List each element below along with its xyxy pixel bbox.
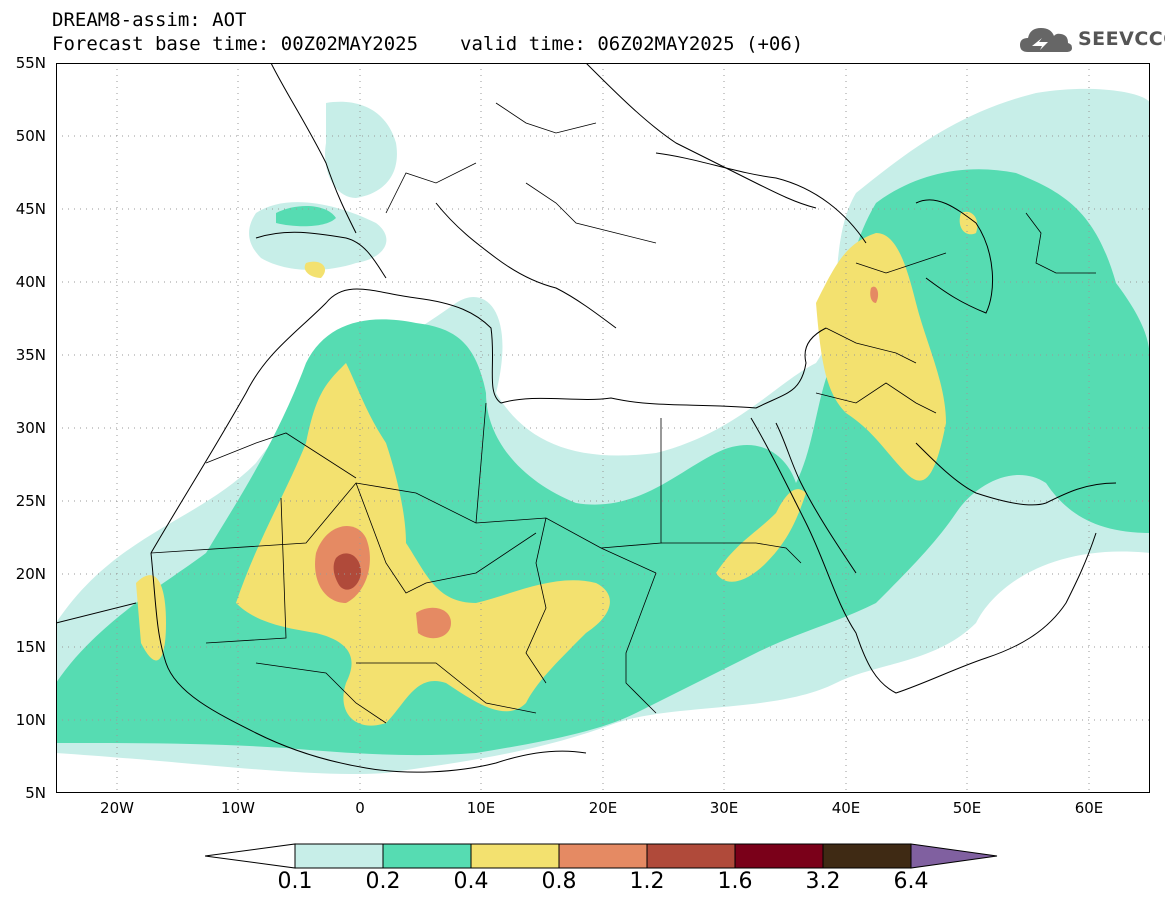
map-title: DREAM8-assim: AOT <box>52 9 247 31</box>
lon-label: 20E <box>588 799 618 817</box>
lat-label: 50N <box>15 127 46 145</box>
map-frame <box>56 63 1150 793</box>
lon-label: 30E <box>709 799 739 817</box>
colorbar-swatch <box>558 843 648 869</box>
seevccc-logo: SEEVCCC <box>1018 22 1165 56</box>
lon-label: 20W <box>100 799 134 817</box>
lat-label: 55N <box>15 54 46 72</box>
aot-map <box>56 63 1150 793</box>
lat-label: 35N <box>15 346 46 364</box>
coastlines <box>56 63 1117 773</box>
colorbar-label: 1.2 <box>629 869 665 894</box>
colorbar-label: 0.2 <box>365 869 401 894</box>
colorbar <box>205 843 998 869</box>
time-info: Forecast base time: 00Z02MAY2025 valid ti… <box>52 33 803 55</box>
lat-label: 20N <box>15 565 46 583</box>
colorbar-label: 0.8 <box>541 869 577 894</box>
logo-text: SEEVCCC <box>1078 28 1165 50</box>
aot-level-1.2 <box>333 553 361 590</box>
aot-level-0.4 <box>136 211 978 726</box>
aot-contours <box>56 88 1150 774</box>
graticule <box>56 63 1150 793</box>
cloud-icon <box>1020 28 1072 52</box>
colorbar-label: 0.1 <box>277 869 313 894</box>
lat-label: 15N <box>15 638 46 656</box>
colorbar-label: 1.6 <box>717 869 753 894</box>
colorbar-under-arrow <box>205 843 296 869</box>
base-time: Forecast base time: 00Z02MAY2025 <box>52 33 419 55</box>
colorbar-swatch <box>734 843 824 869</box>
lon-label: 60E <box>1074 799 1104 817</box>
lat-label: 10N <box>15 711 46 729</box>
valid-time: valid time: 06Z02MAY2025 (+06) <box>460 33 804 55</box>
borders <box>150 102 1096 724</box>
lon-label: 40E <box>831 799 861 817</box>
lon-label: 10W <box>221 799 255 817</box>
colorbar-label: 6.4 <box>893 869 929 894</box>
colorbar-swatch <box>646 843 736 869</box>
lon-label: 50E <box>952 799 982 817</box>
lon-label: 0 <box>355 799 365 817</box>
colorbar-swatch <box>822 843 912 869</box>
lat-label: 5N <box>25 784 46 802</box>
colorbar-label: 0.4 <box>453 869 489 894</box>
lat-label: 30N <box>15 419 46 437</box>
lon-label: 10E <box>466 799 496 817</box>
colorbar-swatch <box>382 843 472 869</box>
lat-label: 25N <box>15 492 46 510</box>
colorbar-label: 3.2 <box>805 869 841 894</box>
colorbar-swatch <box>470 843 560 869</box>
colorbar-over-arrow <box>910 843 998 869</box>
colorbar-swatch <box>294 843 384 869</box>
lat-label: 40N <box>15 273 46 291</box>
lat-label: 45N <box>15 200 46 218</box>
